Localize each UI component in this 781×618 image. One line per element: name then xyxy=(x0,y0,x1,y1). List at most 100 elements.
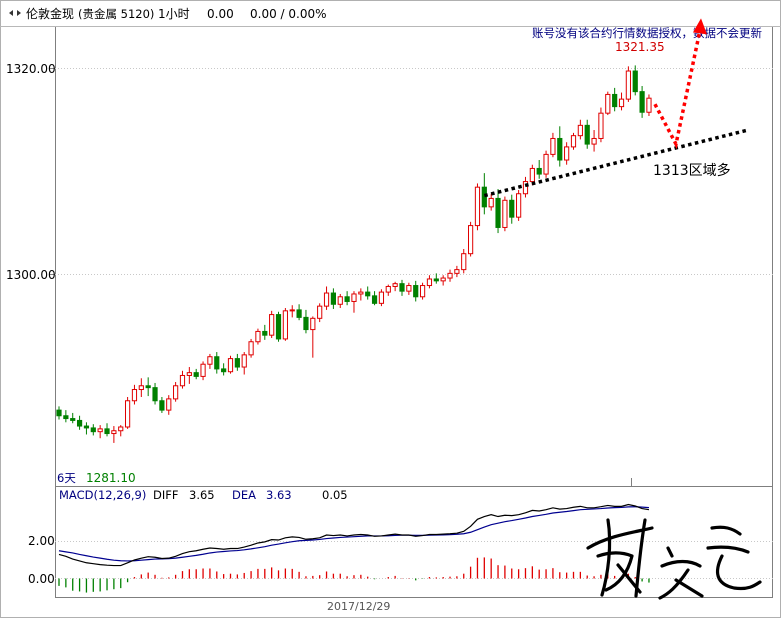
diff-value: 3.65 xyxy=(189,488,215,502)
candle xyxy=(385,284,391,296)
candle-body-down xyxy=(632,70,638,93)
candle-body-down xyxy=(399,283,405,292)
candle xyxy=(76,415,83,430)
candle-body-up xyxy=(543,153,549,175)
candle-body-up xyxy=(241,354,247,368)
candle-body-up xyxy=(550,137,556,155)
candle xyxy=(536,160,542,179)
candle xyxy=(111,426,117,443)
candle xyxy=(605,91,611,116)
candle-body-down xyxy=(557,137,563,161)
candle xyxy=(516,189,522,221)
candle xyxy=(317,303,323,323)
high-price-label: 1321.35 xyxy=(615,40,665,54)
candle-body-down xyxy=(481,186,487,208)
candle-body-up xyxy=(227,358,234,373)
data-authorization-notice: 账号没有该合约行情数据授权，数据不会更新 xyxy=(532,26,762,40)
symbol-name: 伦敦金现 xyxy=(26,6,74,21)
candle xyxy=(625,66,631,102)
candle-body-down xyxy=(159,400,165,411)
candle xyxy=(323,286,330,310)
candle-body-up xyxy=(282,310,288,340)
candle-body-up xyxy=(97,428,103,433)
candle-body-up xyxy=(392,283,398,287)
candle-body-down xyxy=(90,427,96,433)
candle-body-down xyxy=(83,425,90,429)
candle xyxy=(399,279,405,296)
candle-body-up xyxy=(255,330,261,343)
candle-body-down xyxy=(303,316,309,331)
candle xyxy=(97,425,103,439)
candle-body-down xyxy=(234,358,240,368)
candle xyxy=(468,221,474,257)
candle-body-up xyxy=(625,70,631,100)
candle-body-down xyxy=(433,278,439,282)
candle-body-up xyxy=(488,197,494,208)
trendline-layer xyxy=(483,18,749,198)
candle-body-up xyxy=(605,93,611,114)
macd-series xyxy=(58,503,650,593)
candle-body-up xyxy=(289,309,295,312)
candlestick-series xyxy=(56,65,652,443)
candle-body-down xyxy=(296,309,302,318)
candle xyxy=(454,265,460,278)
candle xyxy=(461,249,467,274)
signature-watermark xyxy=(586,518,762,600)
candle-body-up xyxy=(529,167,535,183)
collapse-arrows-icon[interactable] xyxy=(9,10,21,16)
candle xyxy=(70,412,76,424)
candle xyxy=(426,275,433,289)
candle-body-up xyxy=(248,341,254,356)
candle xyxy=(481,173,487,215)
candle-body-down xyxy=(70,418,76,421)
candle-body-down xyxy=(262,330,268,336)
candle xyxy=(83,422,90,435)
candle-body-up xyxy=(179,374,186,387)
candle xyxy=(543,150,549,178)
candle xyxy=(145,377,151,397)
candle xyxy=(618,92,625,111)
candle xyxy=(330,288,336,309)
candle xyxy=(90,424,96,436)
candle-body-down xyxy=(413,285,419,298)
date-label: 2017/12/29 xyxy=(327,600,390,613)
candle xyxy=(344,291,350,306)
candle xyxy=(488,193,494,211)
candle xyxy=(303,309,309,334)
candle xyxy=(337,293,343,309)
candle-body-up xyxy=(564,146,570,161)
candle xyxy=(138,378,144,398)
candle xyxy=(564,142,570,165)
candle-body-up xyxy=(378,291,385,304)
candle xyxy=(378,289,385,307)
range-label: 6天 xyxy=(57,471,76,485)
candle-body-up xyxy=(461,253,467,271)
candle xyxy=(193,368,199,380)
candle-body-up xyxy=(138,385,144,391)
candle-body-up xyxy=(125,400,131,428)
macd-tick-label: 2.00 xyxy=(28,534,55,548)
candle xyxy=(598,107,604,143)
buy-zone-annotation: 1313区域多 xyxy=(653,162,731,179)
symbol-group: (贵金属 5120) xyxy=(78,7,154,21)
candle xyxy=(495,189,501,234)
candle xyxy=(509,194,515,224)
candle xyxy=(358,288,364,301)
candle-body-up xyxy=(351,293,357,302)
candle xyxy=(118,425,124,437)
candle xyxy=(296,304,302,321)
period-label[interactable]: 1小时 xyxy=(158,7,190,21)
candle xyxy=(447,269,453,282)
diff-line xyxy=(58,503,650,567)
candle-body-up xyxy=(598,112,604,139)
candle xyxy=(646,94,652,116)
candle xyxy=(557,126,563,167)
candle-body-down xyxy=(639,91,645,113)
candle xyxy=(639,86,645,118)
candle-body-up xyxy=(207,356,213,365)
candle-body-down xyxy=(330,292,336,305)
candle xyxy=(612,87,618,112)
candle-body-down xyxy=(344,296,350,302)
